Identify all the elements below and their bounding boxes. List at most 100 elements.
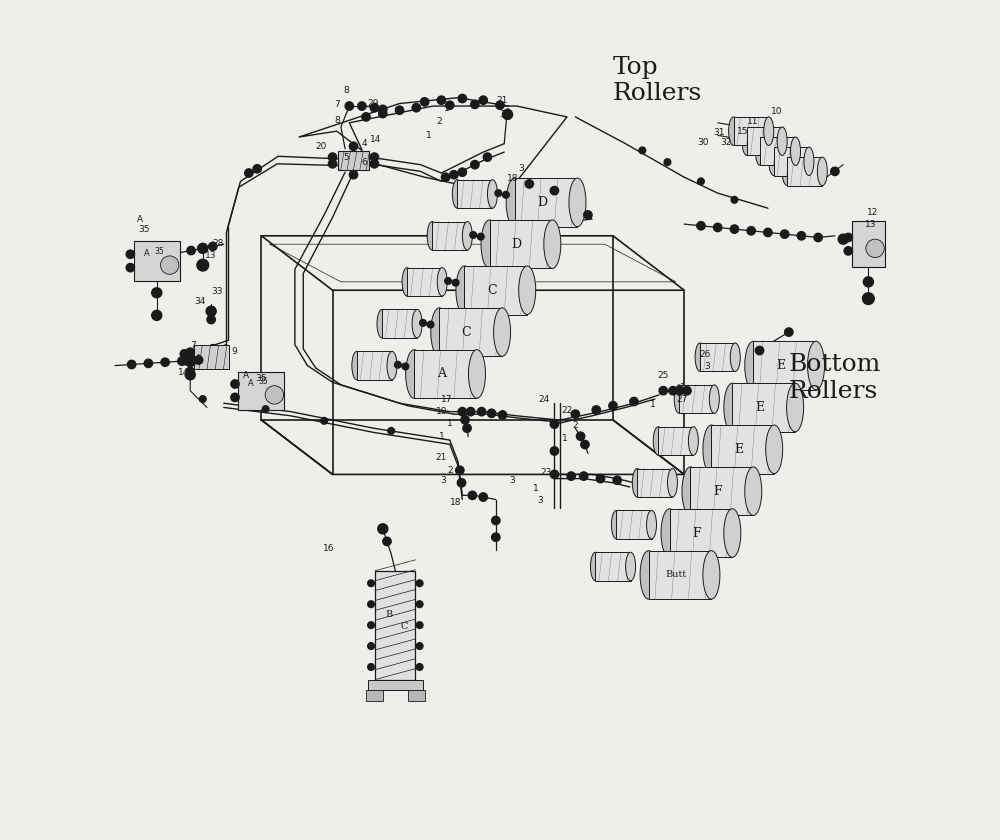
Bar: [649, 550, 711, 599]
Circle shape: [370, 160, 379, 168]
Text: 1: 1: [447, 419, 453, 428]
Circle shape: [503, 192, 509, 198]
Ellipse shape: [766, 425, 783, 474]
Text: 4: 4: [362, 139, 367, 148]
Circle shape: [198, 244, 208, 254]
Circle shape: [471, 100, 479, 108]
Text: C: C: [462, 326, 471, 339]
Circle shape: [630, 397, 638, 406]
Ellipse shape: [481, 220, 498, 269]
Bar: [679, 385, 714, 413]
Ellipse shape: [724, 383, 741, 432]
Text: 3: 3: [500, 110, 505, 119]
Text: 31: 31: [714, 129, 725, 137]
Circle shape: [379, 109, 387, 118]
Circle shape: [664, 159, 671, 165]
Circle shape: [483, 153, 492, 161]
Circle shape: [362, 113, 370, 121]
Ellipse shape: [745, 341, 762, 390]
Bar: [134, 241, 180, 281]
Bar: [670, 509, 732, 557]
Circle shape: [471, 160, 479, 169]
Text: 8: 8: [343, 87, 349, 96]
Ellipse shape: [817, 157, 827, 186]
Text: 3: 3: [518, 165, 524, 173]
Ellipse shape: [519, 266, 536, 314]
Circle shape: [349, 142, 358, 150]
Ellipse shape: [462, 222, 472, 250]
Ellipse shape: [782, 157, 792, 186]
Circle shape: [698, 178, 704, 185]
Text: 15: 15: [737, 127, 749, 135]
Circle shape: [328, 153, 337, 161]
Circle shape: [452, 280, 459, 286]
Text: 17: 17: [441, 395, 452, 403]
Text: 2: 2: [447, 465, 453, 475]
Circle shape: [755, 346, 764, 354]
Circle shape: [395, 106, 404, 114]
Circle shape: [456, 466, 464, 475]
Ellipse shape: [688, 427, 698, 455]
Ellipse shape: [787, 383, 804, 432]
Ellipse shape: [764, 117, 774, 145]
Circle shape: [416, 622, 423, 628]
Circle shape: [321, 417, 328, 424]
Circle shape: [187, 246, 195, 255]
Circle shape: [458, 168, 467, 176]
Circle shape: [450, 171, 458, 179]
Bar: [382, 309, 417, 338]
Text: 13: 13: [865, 220, 877, 229]
Ellipse shape: [161, 256, 179, 275]
Bar: [457, 180, 492, 208]
Text: 20: 20: [315, 142, 327, 150]
Text: 21: 21: [436, 453, 447, 462]
Ellipse shape: [703, 425, 720, 474]
Ellipse shape: [709, 385, 719, 413]
Circle shape: [492, 533, 500, 542]
Text: 34: 34: [195, 297, 206, 307]
Text: F: F: [713, 485, 722, 497]
Circle shape: [479, 493, 487, 501]
Ellipse shape: [791, 137, 801, 165]
Circle shape: [152, 288, 162, 297]
Circle shape: [186, 348, 194, 356]
Text: A: A: [144, 249, 150, 258]
Circle shape: [368, 622, 374, 628]
Circle shape: [838, 234, 848, 244]
Circle shape: [368, 601, 374, 607]
Circle shape: [209, 242, 217, 250]
Bar: [637, 469, 672, 497]
Circle shape: [207, 315, 215, 323]
Bar: [690, 467, 753, 516]
Text: E: E: [776, 359, 785, 372]
Circle shape: [253, 165, 261, 173]
Text: 3: 3: [440, 475, 446, 485]
Bar: [238, 372, 284, 410]
Circle shape: [144, 360, 153, 368]
Circle shape: [596, 475, 605, 483]
Bar: [414, 349, 477, 398]
Circle shape: [420, 319, 426, 326]
Ellipse shape: [703, 550, 720, 599]
Circle shape: [383, 538, 391, 546]
Text: 5: 5: [343, 153, 349, 161]
Circle shape: [525, 180, 533, 188]
Bar: [464, 266, 527, 314]
Bar: [760, 137, 796, 165]
Ellipse shape: [456, 266, 473, 314]
Text: 10: 10: [771, 108, 782, 117]
Text: 7: 7: [191, 341, 196, 350]
Text: 21: 21: [496, 96, 507, 105]
Ellipse shape: [412, 309, 422, 338]
Circle shape: [194, 356, 203, 365]
Circle shape: [457, 479, 466, 487]
Circle shape: [370, 103, 379, 112]
Circle shape: [567, 472, 575, 480]
Bar: [357, 351, 392, 380]
Circle shape: [416, 643, 423, 649]
Circle shape: [395, 361, 401, 368]
Bar: [734, 117, 769, 145]
Circle shape: [180, 349, 189, 358]
Ellipse shape: [452, 180, 462, 208]
Circle shape: [550, 186, 559, 195]
